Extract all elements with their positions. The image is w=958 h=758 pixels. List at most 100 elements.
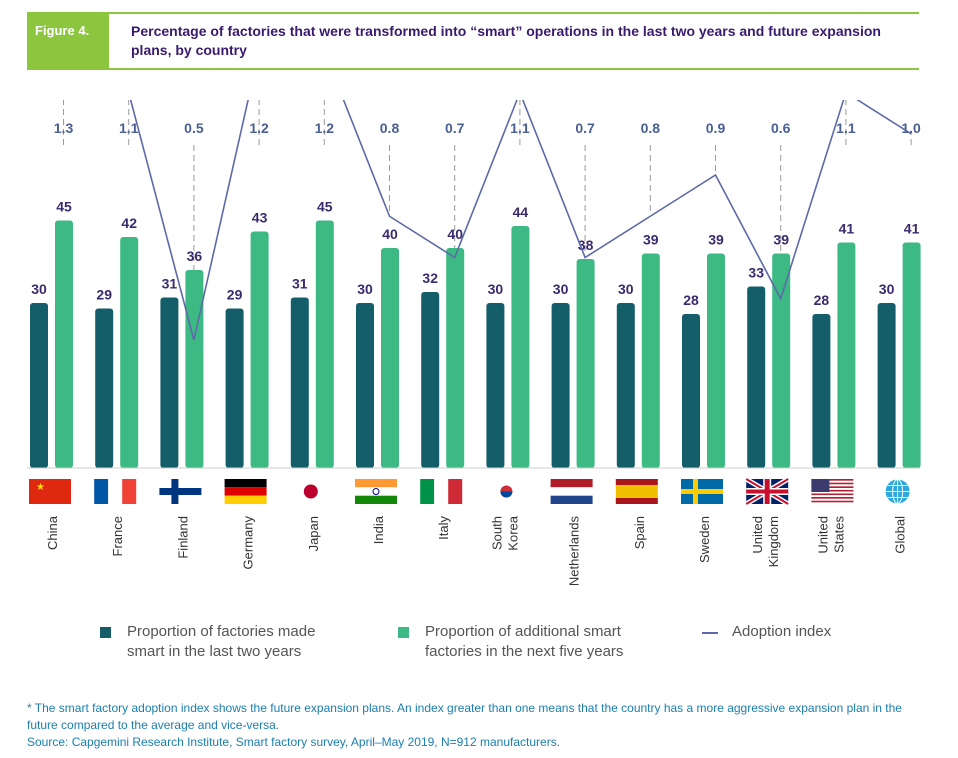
index-value-label: 1.1	[510, 120, 530, 136]
value-label-next-five-years: 40	[382, 226, 398, 242]
value-label-next-five-years: 45	[56, 199, 72, 215]
value-label-last-two-years: 28	[683, 292, 699, 308]
legend-item-light: Proportion of additional smart factories…	[398, 622, 623, 662]
category-label: Germany	[241, 516, 256, 570]
legend-label-dark: Proportion of factories made smart in th…	[127, 623, 316, 660]
index-value-label: 0.8	[380, 120, 400, 136]
value-label-last-two-years: 30	[488, 281, 504, 297]
finland-flag-icon	[159, 479, 202, 504]
bar-last-two-years	[421, 292, 440, 468]
legend-swatch-dark	[100, 627, 111, 638]
value-label-next-five-years: 45	[317, 199, 333, 215]
bar-next-five-years	[120, 237, 139, 468]
italy-flag-icon	[420, 479, 463, 504]
china-flag-icon: ★	[29, 479, 71, 504]
value-label-next-five-years: 43	[252, 210, 268, 226]
index-value-label: 1.2	[315, 120, 335, 136]
bar-last-two-years	[877, 303, 896, 468]
footnote-source: Source: Capgemini Research Institute, Sm…	[27, 735, 561, 749]
value-label-last-two-years: 30	[31, 281, 47, 297]
value-label-last-two-years: 30	[357, 281, 373, 297]
bar-next-five-years	[902, 242, 921, 468]
category-label: UnitedKingdom	[750, 516, 781, 567]
legend-swatch-light	[398, 627, 409, 638]
bar-last-two-years	[290, 297, 309, 468]
category-label: Finland	[175, 516, 190, 559]
value-label-last-two-years: 30	[618, 281, 634, 297]
value-label-next-five-years: 39	[773, 232, 789, 248]
bar-next-five-years	[707, 253, 725, 468]
value-label-next-five-years: 44	[513, 204, 529, 220]
index-value-label: 1.0	[901, 120, 921, 136]
spain-flag-icon	[615, 479, 658, 504]
category-label: France	[110, 516, 125, 556]
footnote: * The smart factory adoption index shows…	[27, 700, 927, 751]
index-value-label: 0.9	[706, 120, 726, 136]
index-value-label: 0.5	[184, 120, 204, 136]
bar-last-two-years	[486, 303, 505, 468]
bar-last-two-years	[682, 314, 700, 468]
bar-next-five-years	[250, 231, 269, 468]
value-label-next-five-years: 39	[643, 232, 659, 248]
index-value-label: 0.7	[445, 120, 465, 136]
value-label-last-two-years: 29	[227, 287, 243, 303]
germany-flag-icon	[224, 479, 267, 504]
index-value-label: 0.6	[771, 120, 791, 136]
sweden-flag-icon	[681, 479, 723, 504]
value-label-last-two-years: 30	[879, 281, 895, 297]
chart-legend: Proportion of factories made smart in th…	[0, 622, 958, 672]
us-flag-icon	[811, 479, 854, 505]
bar-last-two-years	[616, 303, 635, 468]
bar-last-two-years	[356, 303, 374, 468]
category-label: Sweden	[697, 516, 712, 563]
netherlands-flag-icon	[550, 479, 593, 504]
legend-item-line: Adoption index	[702, 622, 831, 642]
uk-flag-icon	[744, 476, 790, 507]
bar-last-two-years	[225, 308, 244, 468]
legend-label-light: Proportion of additional smart factories…	[425, 623, 624, 660]
value-label-last-two-years: 33	[748, 265, 764, 281]
footnote-note: * The smart factory adoption index shows…	[27, 701, 902, 732]
category-label: China	[45, 515, 60, 550]
value-label-last-two-years: 32	[422, 270, 438, 286]
bar-next-five-years	[381, 248, 399, 468]
category-label: Italy	[436, 516, 451, 540]
bar-last-two-years	[812, 314, 831, 468]
bar-next-five-years	[772, 253, 791, 468]
category-label: Spain	[632, 516, 647, 549]
france-flag-icon	[94, 479, 137, 504]
category-label: UnitedStates	[815, 516, 846, 554]
bar-next-five-years	[576, 259, 595, 468]
bar-chart: 1.3 1.1 0.5 1.2 1.2 0.8 0.7 1.1 0.7 0.8 0.9 0.6 1.1 1…	[27, 100, 921, 587]
value-label-next-five-years: 36	[187, 248, 203, 264]
category-label: SouthKorea	[489, 515, 520, 550]
bar-last-two-years	[747, 286, 766, 468]
legend-item-dark: Proportion of factories made smart in th…	[100, 622, 315, 662]
value-label-last-two-years: 30	[553, 281, 569, 297]
bar-next-five-years	[315, 220, 334, 468]
figure-header: Figure 4. Percentage of factories that w…	[27, 12, 919, 70]
japan-flag-icon	[289, 479, 332, 504]
bar-next-five-years	[837, 242, 856, 468]
value-label-last-two-years: 29	[96, 287, 112, 303]
value-label-last-two-years: 28	[814, 292, 830, 308]
bar-next-five-years	[185, 270, 204, 468]
bar-next-five-years	[55, 220, 73, 468]
index-value-label: 1.3	[54, 120, 74, 136]
value-label-next-five-years: 39	[708, 232, 724, 248]
value-label-last-two-years: 31	[292, 276, 308, 292]
south-korea-flag-icon	[485, 479, 528, 504]
value-label-next-five-years: 41	[904, 221, 920, 237]
globe-icon	[885, 479, 910, 504]
figure-title: Percentage of factories that were transf…	[131, 23, 881, 58]
value-label-next-five-years: 41	[839, 221, 855, 237]
category-label: Japan	[306, 516, 321, 551]
value-label-next-five-years: 42	[121, 215, 137, 231]
india-flag-icon	[355, 479, 397, 504]
index-value-label: 1.1	[836, 120, 856, 136]
category-label: Netherlands	[567, 516, 582, 587]
value-label-last-two-years: 31	[162, 276, 178, 292]
legend-swatch-line	[702, 632, 718, 634]
bar-last-two-years	[95, 308, 114, 468]
category-label: India	[371, 515, 386, 544]
